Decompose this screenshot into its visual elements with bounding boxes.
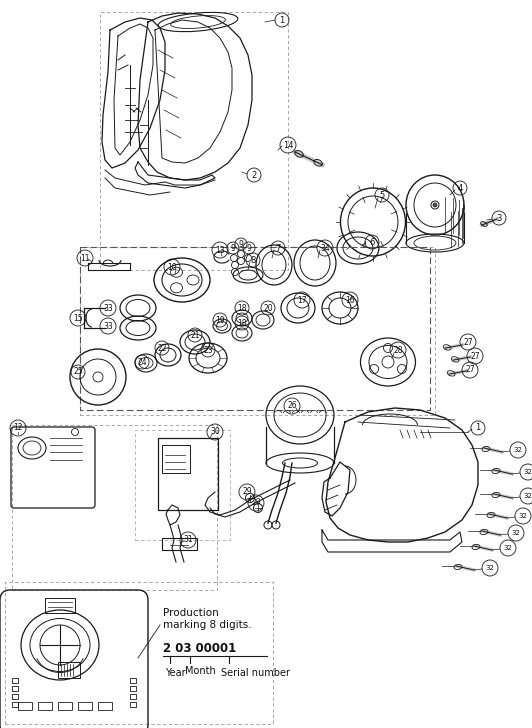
Text: 32: 32 [486,565,494,571]
Text: 2 03 00001: 2 03 00001 [163,642,236,655]
Text: 29: 29 [242,488,252,496]
Text: 17: 17 [297,296,307,304]
Text: 27: 27 [465,365,475,374]
Text: 2: 2 [251,170,256,180]
Text: Year: Year [165,668,186,678]
Bar [12,702,18,707]
Text: 6: 6 [369,237,375,247]
Bar [12,425,217,590]
Text: 33: 33 [103,304,113,312]
Text: 33: 33 [103,322,113,331]
Bar [12,694,18,699]
Bar [162,445,190,473]
Bar [58,662,80,678]
Text: 3: 3 [496,213,502,223]
Bar [58,702,72,710]
Bar [162,538,197,550]
Text: 16: 16 [345,296,355,304]
Text: 14: 14 [282,141,293,149]
Text: 20: 20 [263,304,273,312]
Bar [158,438,218,510]
Text: 31: 31 [183,536,193,545]
Bar [78,702,92,710]
Text: 11: 11 [80,253,90,263]
Bar [130,694,136,699]
Text: 27: 27 [463,338,473,347]
Text: 32: 32 [523,469,532,475]
Text: 28: 28 [393,346,403,355]
Text: 5: 5 [379,191,385,199]
Text: Production
marking 8 digits.: Production marking 8 digits. [163,608,252,630]
Text: 10: 10 [167,263,177,272]
Bar [5,582,273,724]
Bar [38,702,52,710]
Bar [18,702,32,710]
Bar [130,678,136,683]
Text: 29: 29 [251,499,261,507]
Text: 18: 18 [237,319,247,328]
Bar [130,702,136,707]
Bar [100,12,288,270]
Bar [130,686,136,691]
Text: 34: 34 [320,243,330,253]
Text: 24: 24 [137,357,147,366]
Text: 23: 23 [203,346,213,355]
Text: Month: Month [185,666,216,676]
Text: 15: 15 [73,314,83,323]
Text: 19: 19 [215,315,225,325]
Bar [80,247,435,415]
Bar [12,678,18,683]
Text: 13: 13 [215,245,225,255]
Bar [98,702,112,710]
Bar [135,430,230,540]
Text: 26: 26 [287,402,297,411]
Bar [12,686,18,691]
Text: 32: 32 [503,545,512,551]
Text: 12: 12 [13,424,23,432]
Text: 8: 8 [250,256,256,264]
Text: 22: 22 [157,344,167,352]
Text: 1: 1 [279,15,285,25]
Text: 18: 18 [237,304,247,312]
Bar [45,598,75,613]
Text: 30: 30 [210,427,220,437]
Text: 4: 4 [458,183,463,192]
Text: 32: 32 [513,447,522,453]
Text: 32: 32 [519,513,527,519]
Text: 7: 7 [275,243,281,253]
Text: 9: 9 [230,243,236,253]
Text: Serial number: Serial number [221,668,290,678]
Text: 25: 25 [73,368,83,376]
Text: 27: 27 [470,352,480,360]
Text: 21: 21 [190,331,200,339]
Text: 1: 1 [476,424,480,432]
Text: 32: 32 [523,493,532,499]
Text: 9: 9 [246,243,252,253]
Circle shape [433,203,437,207]
Text: 9: 9 [238,240,244,248]
Text: 32: 32 [512,530,520,536]
